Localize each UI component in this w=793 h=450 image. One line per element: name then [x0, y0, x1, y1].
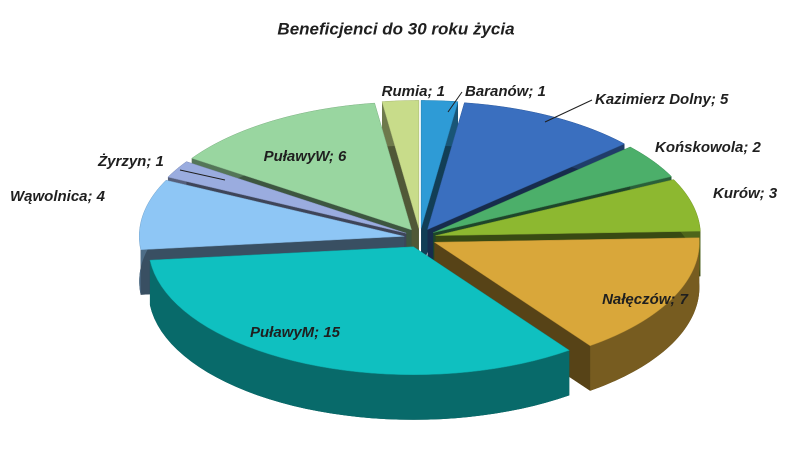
slice [427, 102, 626, 230]
data-label: Końskowola; 2 [655, 139, 762, 156]
slice [420, 100, 459, 229]
data-label: Nałęczów; 7 [602, 291, 689, 308]
data-label: Kazimierz Dolny; 5 [595, 91, 729, 108]
slice [435, 179, 701, 236]
slice-wall [149, 260, 570, 420]
leader-line [179, 169, 226, 181]
slice-wall [590, 237, 700, 391]
data-label: Kurów; 3 [713, 185, 778, 202]
leader-line [544, 99, 593, 123]
slice [433, 146, 672, 233]
data-label: PuławyM; 15 [250, 324, 341, 341]
slice [433, 237, 700, 347]
slice [381, 100, 420, 229]
data-label: Baranów; 1 [465, 83, 546, 100]
slice [167, 161, 407, 234]
chart-title: Beneficjenci do 30 roku życia [277, 19, 514, 38]
slice [149, 246, 570, 376]
data-label: Wąwolnica; 4 [10, 188, 106, 205]
data-label: PuławyW; 6 [264, 148, 347, 165]
slice [191, 102, 412, 231]
data-label: Rumia; 1 [382, 83, 445, 100]
leader-line [447, 91, 463, 113]
slice [138, 179, 405, 250]
data-label: Żyrzyn; 1 [97, 153, 164, 170]
